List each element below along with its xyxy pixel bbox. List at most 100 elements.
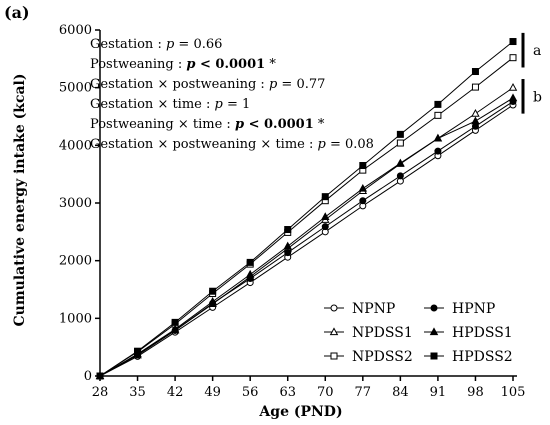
legend-swatch-marker [430,304,438,312]
stat-label: Gestation × time : [90,97,215,112]
data-point [471,68,479,76]
x-tick-label: 35 [129,385,146,400]
x-tick-label: 98 [467,385,484,400]
legend-item-hpdss2: HPDSS2 [424,349,513,365]
stat-line: Gestation × time : p = 1 [90,97,250,112]
data-point [321,193,329,201]
y-tick-label: 3000 [59,196,92,211]
data-point [359,162,367,170]
stat-p-symbol: p [269,77,278,92]
data-point [321,223,329,231]
legend-item-npnp: NPNP [324,301,395,317]
stat-label: Gestation × postweaning × time : [90,137,318,152]
legend-label: HPDSS1 [452,325,513,341]
legend-label: HPDSS2 [452,349,513,365]
stat-p-symbol: p [166,37,175,52]
data-point [471,83,479,91]
x-tick-label: 42 [167,385,184,400]
stat-p-value: = 1 [223,97,250,112]
data-point [508,83,518,91]
y-tick-label: 0 [84,369,92,384]
data-point [508,93,518,102]
x-tick-label: 56 [242,385,259,400]
series-line [99,41,514,377]
data-point [433,133,443,142]
data-point [134,347,142,355]
stat-line: Postweaning : p < 0.0001 * [90,57,276,72]
x-tick-label: 77 [355,385,372,400]
data-point [209,287,217,295]
stat-p-value: = 0.08 [326,137,374,152]
y-axis-title: Cumulative energy intake (kcal) [12,74,28,327]
stat-significance-mark: * [265,57,276,72]
legend-label: NPDSS2 [352,349,413,365]
stat-line: Postweaning × time : p < 0.0001 * [90,117,325,132]
legend-item-hpdss1: HPDSS1 [424,325,513,341]
y-tick-label: 2000 [59,254,92,269]
stat-label: Gestation × postweaning : [90,77,269,92]
data-point [359,197,367,205]
series-line [99,104,514,377]
data-point [321,212,330,220]
data-point [396,139,404,147]
data-point [471,108,480,117]
data-point [283,241,292,250]
data-point [396,130,404,138]
x-axis-title: Age (PND) [258,404,342,420]
legend-swatch-marker [330,352,338,360]
stat-p-symbol: p [318,137,327,152]
stat-p-value: = 0.77 [277,77,325,92]
data-point [171,318,179,326]
legend-label: NPNP [352,301,395,317]
data-point [396,172,404,180]
stats-annotations: Gestation : p = 0.66 Postweaning : p < 0.… [90,37,374,152]
data-point [208,296,217,305]
data-point [284,249,292,257]
data-point [509,54,517,62]
y-tick-label: 4000 [59,138,92,153]
legend-item-npdss2: NPDSS2 [324,349,413,365]
data-point [396,158,405,167]
data-point [471,116,480,125]
data-point [434,100,442,108]
stat-p-value: < 0.0001 [195,57,265,72]
x-tick-label: 70 [317,385,334,400]
series-hpdss2 [96,38,517,380]
axes: 0 1000 2000 3000 4000 5000 6000 28 35 42 49 56 63 70 7… [59,23,526,400]
data-point [284,226,292,234]
stat-label: Gestation : [90,37,166,52]
stat-line: Gestation × postweaning : p = 0.77 [90,77,325,92]
legend-swatch-marker [430,352,438,360]
data-point [434,111,442,119]
stat-label: Postweaning : [90,57,186,72]
group-label-a: a [533,43,541,59]
x-tick-label: 84 [392,385,409,400]
stat-line: Gestation × postweaning × time : p = 0.0… [90,137,374,152]
data-point [246,258,254,266]
stat-p-value: < 0.0001 [244,117,314,132]
data-point [245,269,255,278]
series-line [99,97,514,377]
group-brackets: ab [521,32,542,114]
stat-label: Postweaning × time : [90,117,235,132]
data-point [96,372,104,380]
legend: NPNP NPDSS1 NPDSS2 HPNP HPDSS1 HPDSS2 [324,301,513,365]
data-point [358,183,368,192]
stat-p-symbol: p [235,117,244,132]
panel-label: (a) [4,3,30,22]
stat-p-symbol: p [215,97,224,112]
legend-item-npdss1: NPDSS1 [324,325,413,341]
x-tick-label: 105 [501,385,526,400]
series-line [99,57,514,377]
data-point [434,147,442,155]
series-line [99,101,514,377]
data-point [170,324,180,333]
legend-label: HPNP [452,301,495,317]
stat-significance-mark: * [314,117,325,132]
legend-item-hpnp: HPNP [424,301,495,317]
legend-swatch-marker [329,327,339,336]
stat-p-value: = 0.66 [174,37,222,52]
legend-swatch-marker [429,327,439,336]
